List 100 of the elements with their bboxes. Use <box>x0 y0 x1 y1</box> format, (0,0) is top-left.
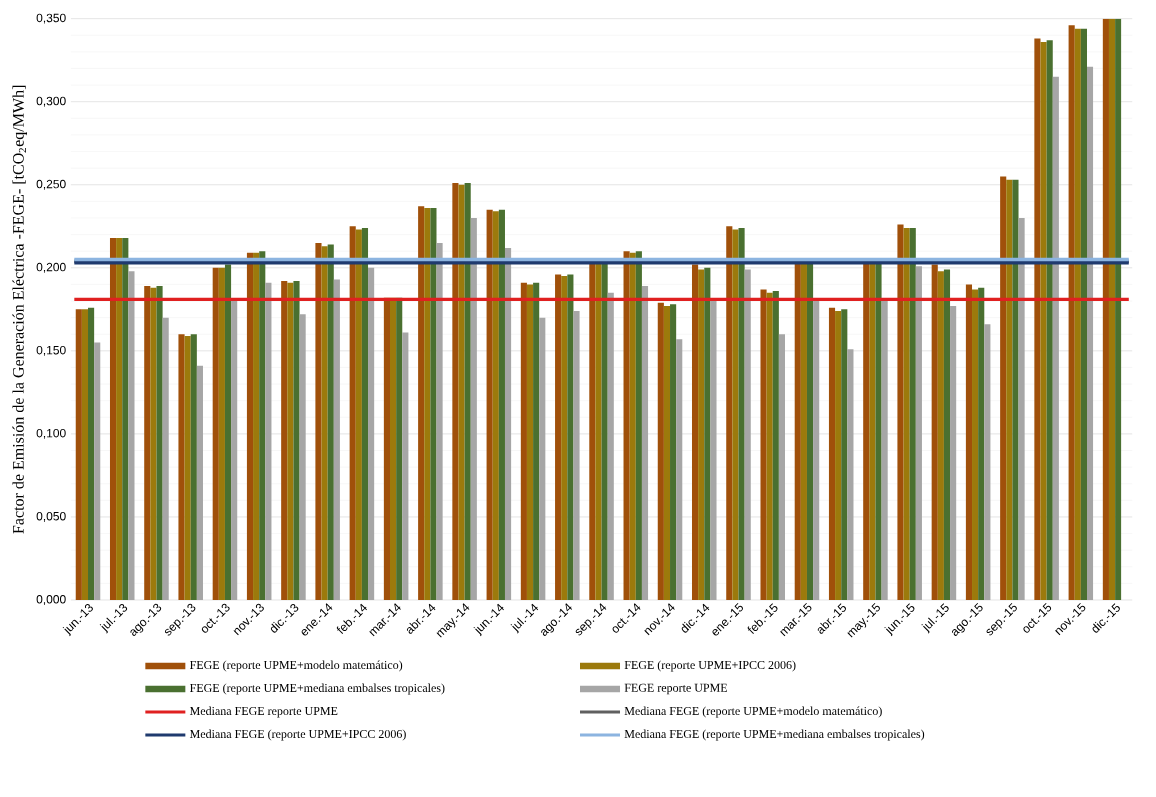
bar <box>607 292 614 600</box>
bar <box>869 262 876 600</box>
bar <box>1040 41 1047 600</box>
bar <box>595 262 602 600</box>
bar <box>601 262 608 600</box>
bar <box>710 300 717 600</box>
bar <box>128 270 135 600</box>
bar <box>184 335 191 600</box>
bar <box>766 292 773 600</box>
bar <box>726 226 733 600</box>
bar <box>452 182 459 600</box>
bar <box>897 224 904 600</box>
bar <box>1046 40 1053 600</box>
bar <box>663 305 671 600</box>
bar <box>1068 25 1075 600</box>
bar <box>778 334 785 600</box>
bar <box>835 310 842 600</box>
bar <box>1102 18 1109 600</box>
bar <box>567 274 574 600</box>
bar <box>231 300 238 600</box>
bar <box>504 247 512 600</box>
legend-label: FEGE reporte UPME <box>624 683 727 695</box>
bar <box>657 302 664 600</box>
bar <box>744 269 751 600</box>
bar <box>1052 76 1059 600</box>
legend-label: FEGE (reporte UPME+mediana embalses tropicales) <box>189 683 445 695</box>
bar <box>573 310 580 600</box>
bar <box>196 365 203 600</box>
bar <box>402 332 409 600</box>
bar <box>116 237 123 600</box>
bar <box>915 265 922 600</box>
bar <box>670 304 677 600</box>
bar <box>224 264 232 600</box>
bar <box>965 284 973 600</box>
y-axis-title: Factor de Emisión de la Generación Eléctrica -FEGE- [tCO$_{2}$eq/MWh] <box>12 85 27 534</box>
bar <box>424 207 431 600</box>
bar <box>162 317 169 600</box>
bar <box>88 307 95 600</box>
bar <box>75 309 82 600</box>
bar <box>1087 66 1094 600</box>
bar <box>903 227 910 600</box>
y-tick-label: 0,250 <box>36 179 66 190</box>
bar <box>841 309 848 600</box>
bar <box>287 282 294 600</box>
bar <box>937 270 944 600</box>
bar <box>349 226 356 600</box>
bar <box>150 287 157 600</box>
bar <box>94 342 101 600</box>
bar <box>978 287 985 600</box>
bar <box>109 237 117 600</box>
legend-label: Mediana FEGE (reporte UPME+mediana embalses tropicales) <box>624 729 925 741</box>
bar <box>1006 179 1013 600</box>
bar <box>464 182 471 600</box>
bar <box>943 269 951 600</box>
y-tick-label: 0,300 <box>36 96 66 107</box>
bar <box>1034 38 1041 600</box>
bar <box>122 237 129 600</box>
bar <box>828 307 836 600</box>
bar <box>555 274 562 600</box>
bar <box>486 209 493 600</box>
bar <box>190 334 197 600</box>
bar <box>881 299 888 600</box>
bar <box>760 289 767 600</box>
bar <box>641 285 649 600</box>
y-tick-label: 0,200 <box>36 262 66 273</box>
bar <box>931 264 938 600</box>
bar <box>144 285 151 600</box>
bar <box>692 264 699 600</box>
y-tick-label: 0,100 <box>36 428 66 439</box>
bar <box>1115 18 1122 600</box>
bar <box>430 207 437 600</box>
bar <box>635 251 642 600</box>
bar <box>498 209 505 600</box>
bar <box>81 309 89 600</box>
bar <box>492 211 499 600</box>
bar <box>333 279 340 600</box>
bar <box>281 280 288 600</box>
bar <box>418 206 425 600</box>
bar <box>246 252 254 600</box>
bar <box>863 262 870 600</box>
bar <box>794 262 801 600</box>
bar <box>539 317 546 600</box>
bar <box>589 262 596 600</box>
bar <box>315 242 322 600</box>
bar <box>218 267 225 600</box>
bar <box>984 324 991 600</box>
bar <box>436 242 443 600</box>
bar <box>1018 217 1025 600</box>
bar <box>813 299 820 600</box>
bar <box>875 262 882 600</box>
bar <box>909 227 916 600</box>
bar <box>950 305 957 600</box>
bar <box>732 229 739 600</box>
legend-label: FEGE (reporte UPME+modelo matemático) <box>189 660 403 672</box>
legend-label: Mediana FEGE (reporte UPME+IPCC 2006) <box>189 729 406 741</box>
bar <box>293 280 300 600</box>
legend-label: FEGE (reporte UPME+IPCC 2006) <box>624 660 796 672</box>
bar <box>533 282 540 600</box>
bar <box>800 262 807 600</box>
bar <box>972 289 979 600</box>
